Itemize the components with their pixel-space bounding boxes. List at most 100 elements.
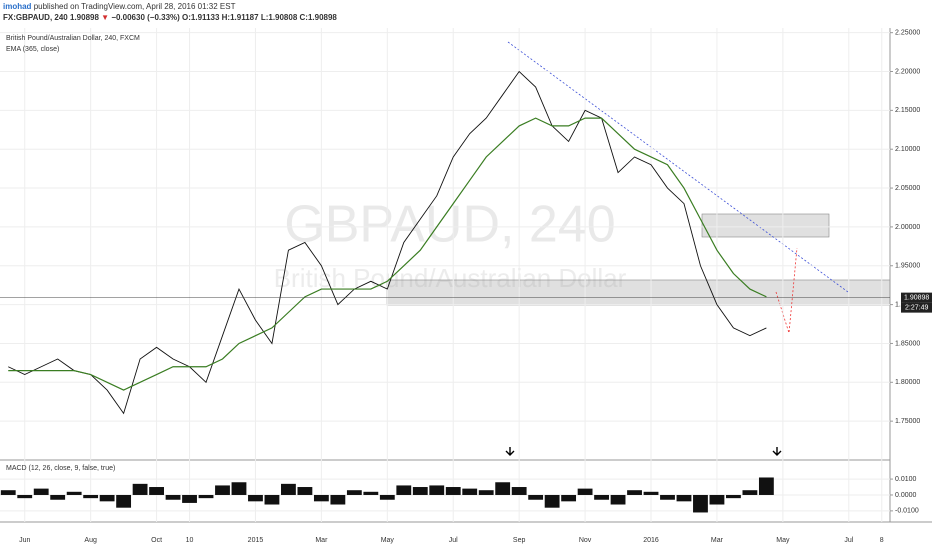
arrow: ▼ — [101, 13, 110, 22]
macd-bar — [363, 491, 379, 495]
macd-bar — [676, 494, 692, 502]
macd-bar — [627, 490, 642, 495]
x-tick-label: 2015 — [248, 537, 264, 544]
x-tick-label: May — [776, 537, 790, 544]
legend-entry: British Pound/Australian Dollar, 240, FX… — [6, 35, 140, 42]
macd-bar — [610, 494, 626, 505]
price-tag-label: 1.90898 — [904, 294, 929, 301]
macd-bar — [577, 488, 593, 495]
quote-line: FX:GBPAUD, 240 1.90898 ▼ −0.00630 (−0.33… — [3, 13, 337, 22]
x-tick-label: Nov — [579, 537, 592, 544]
arrow-marker — [772, 447, 782, 456]
macd-bar — [50, 494, 66, 500]
macd-bar — [594, 494, 609, 500]
macd-bar — [693, 494, 708, 513]
published: published on TradingView.com, April 28, … — [33, 2, 236, 11]
macd-bar — [198, 494, 214, 499]
author[interactable]: imohad — [3, 2, 32, 11]
watermark: GBPAUD, 240 — [284, 196, 615, 254]
macd-bar — [561, 494, 577, 502]
macd-bar — [264, 494, 280, 505]
macd-bar — [66, 491, 82, 495]
macd-bar — [478, 490, 494, 495]
price-line — [8, 70, 767, 415]
macd-bar — [445, 487, 461, 495]
macd-bar — [281, 483, 296, 495]
macd-bar — [17, 494, 33, 499]
x-tick-label: Jul — [449, 537, 458, 544]
macd-bar — [0, 490, 16, 495]
countdown-tag — [901, 302, 932, 313]
macd-bar — [758, 477, 774, 495]
y-tick-label: 2.10000 — [895, 146, 920, 153]
macd-bar — [83, 494, 99, 499]
resistance-zone — [701, 213, 830, 238]
publish-line: imohad published on TradingView.com, Apr… — [3, 2, 235, 11]
macd-bar — [149, 487, 164, 495]
x-tick-label: Jul — [844, 537, 853, 544]
macd-bar — [412, 487, 428, 495]
y-tick-label: 2.25000 — [895, 30, 920, 37]
close: C:1.90898 — [299, 13, 337, 22]
x-tick-label: May — [381, 537, 395, 544]
macd-bar — [116, 494, 132, 508]
arrow-marker — [505, 447, 515, 456]
macd-bar — [742, 490, 758, 495]
macd-bar — [182, 494, 197, 503]
macd-bar — [726, 494, 741, 499]
x-tick-label: Sep — [513, 537, 526, 544]
macd-bar — [544, 494, 560, 508]
y-tick-label: 1.95000 — [895, 263, 920, 270]
countdown-label: 2:27:49 — [905, 304, 928, 311]
macd-bar — [231, 482, 247, 495]
x-tick-label: Mar — [711, 537, 724, 544]
macd-bar — [709, 494, 725, 505]
y-tick-label: 2.00000 — [895, 224, 920, 231]
macd-bar — [297, 487, 313, 495]
y-tick-label: 0.0100 — [895, 476, 917, 483]
x-tick-label: Oct — [151, 537, 162, 544]
change: −0.00630 (−0.33%) — [111, 13, 180, 22]
trend-line — [507, 41, 849, 293]
x-tick-label: 10 — [186, 537, 194, 544]
legend-entry: MACD (12, 26, close, 9, false, true) — [6, 465, 115, 472]
macd-bar — [33, 488, 49, 495]
watermark-sub: British Pound/Australian Dollar — [274, 263, 627, 293]
macd-bar — [379, 494, 395, 500]
symbol: FX:GBPAUD, 240 — [3, 13, 68, 22]
support-zone — [386, 279, 891, 306]
macd-bar — [248, 494, 263, 502]
y-tick-label: 2.15000 — [895, 107, 920, 114]
macd-bar — [313, 494, 329, 502]
y-tick-label: -0.0100 — [895, 508, 919, 515]
macd-bar — [330, 494, 346, 505]
macd-bar — [429, 485, 445, 495]
x-tick-label: Mar — [315, 537, 328, 544]
y-tick-label: 0.0000 — [895, 492, 917, 499]
open: O:1.91133 — [182, 13, 220, 22]
legend-entry: EMA (365, close) — [6, 46, 59, 53]
y-tick-label: 1.85000 — [895, 340, 920, 347]
macd-bar — [462, 488, 478, 495]
y-tick-label: 2.05000 — [895, 185, 920, 192]
macd-bar — [99, 494, 115, 502]
y-tick-label: 1.80000 — [895, 379, 920, 386]
x-tick-label: Jun — [19, 537, 30, 544]
price-line — [8, 117, 767, 391]
x-tick-label: Aug — [84, 537, 97, 544]
high: H:1.91187 — [221, 13, 259, 22]
last: 1.90898 — [70, 13, 99, 22]
macd-bar — [165, 494, 181, 500]
price-tag — [901, 292, 932, 303]
x-tick-label: 8 — [880, 537, 884, 544]
macd-bar — [660, 494, 675, 500]
macd-bar — [346, 490, 362, 495]
macd-bar — [495, 482, 511, 495]
macd-bar — [643, 491, 659, 495]
macd-bar — [511, 487, 527, 495]
y-tick-label: 1.75000 — [895, 418, 920, 425]
y-tick-label: 2.20000 — [895, 68, 920, 75]
macd-bar — [215, 485, 230, 495]
